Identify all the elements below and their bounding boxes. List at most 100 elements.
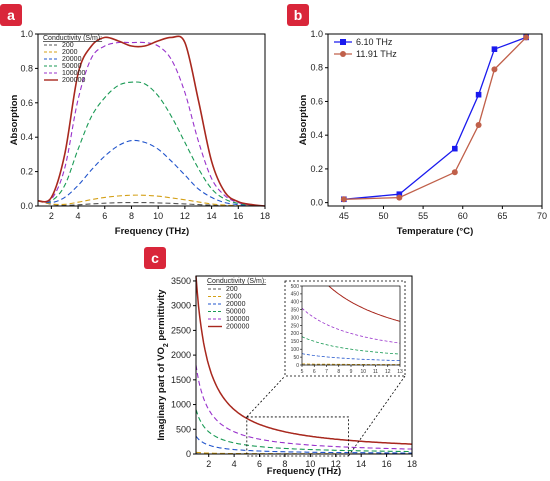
panel-a-legend-title: Conductivity (S/m):: [43, 35, 102, 42]
panel-b-label: b: [294, 7, 303, 23]
panel-b-point: [396, 194, 403, 201]
panel-c-legend-label: 50000: [226, 309, 246, 316]
panel-b-point: [491, 66, 498, 73]
panel-c-zoom-region: [246, 416, 349, 457]
panel-c-inset-ytick-label: 200: [291, 331, 300, 337]
panel-c-label: c: [151, 250, 159, 266]
panel-c-xtick-label: 14: [356, 459, 366, 469]
panel-c-inset-xtick-label: 11: [373, 369, 378, 375]
panel-c-inset-ytick-label: 300: [291, 315, 300, 321]
panel-a-label: a: [7, 7, 15, 23]
panel-c-xtick-label: 8: [282, 459, 287, 469]
panel-c-zoom-connector: [348, 375, 406, 457]
panel-c-ylabel-tail: permittivity: [156, 289, 167, 344]
panel-c-xtick-label: 4: [232, 459, 237, 469]
panel-b-legend-marker: [340, 51, 346, 57]
panel-c-ytick-label: 3000: [171, 301, 191, 311]
panel-c: c 2 4 6 8 10 12 14 16 18050010001500200025003000…: [144, 247, 417, 477]
panel-b-xlabel: Temperature (°C): [397, 226, 473, 237]
panel-c-ytick-label: 0: [186, 449, 191, 459]
panel-b-xtick-label: 50: [378, 211, 388, 221]
panel-b-legend-label: 11.91 THz: [356, 49, 397, 59]
panel-c-inset-xtick-label: 10: [360, 369, 366, 375]
panel-c-ytick-label: 1000: [171, 400, 191, 410]
panel-c-inset-ytick-label: 0: [296, 363, 299, 369]
panel-c-ylabel: Imaginary part of VO2 permittivity: [156, 289, 170, 441]
panel-b-xtick-label: 70: [537, 211, 547, 221]
panel-c-ytick-label: 2500: [171, 325, 191, 335]
panel-b-xtick-label: 65: [497, 211, 507, 221]
panel-a-xtick-label: 8: [129, 211, 134, 221]
panel-c-inset-series-20000: [301, 353, 400, 362]
panel-c-inset-ytick-label: 250: [291, 323, 300, 329]
panel-b-ytick-label: 1.0: [310, 29, 323, 39]
panel-b-point: [475, 91, 482, 98]
panel-a-legend: Conductivity (S/m): 20020002000050000100…: [43, 35, 102, 84]
panel-c-legend: Conductivity (S/m): 20020002000050000100…: [207, 278, 266, 331]
panel-c-inset-xtick-label: 6: [313, 369, 316, 375]
panel-c-ytick-label: 3500: [171, 276, 191, 286]
panel-b-ytick-label: 0.8: [310, 63, 323, 73]
panel-c-xlabel: Frequency (THz): [267, 466, 341, 477]
panel-c-inset-xtick-label: 5: [301, 369, 304, 375]
panel-b-point: [452, 145, 458, 152]
panel-a-series-50000: [37, 81, 266, 207]
panel-a-frame: [37, 33, 266, 207]
panel-b-lines: [340, 34, 530, 203]
panel-a-ytick-label: 0.4: [20, 132, 33, 142]
panel-a-series-20000: [37, 139, 266, 207]
panel-c-legend-label: 100000: [226, 316, 249, 323]
panel-a-legend-label: 50000: [62, 63, 82, 70]
panel-c-inset-series-200000: [328, 285, 401, 322]
panel-b-ytick-label: 0.6: [310, 96, 323, 106]
panel-c-series-200000: [195, 276, 412, 445]
panel-c-legend-title: Conductivity (S/m):: [207, 278, 266, 285]
panel-a: a 2 4 6 8 10 12 14 16 18 0.0 0.2 0.4 0.6 0.8 1.0 Frequ…: [0, 4, 270, 237]
panel-a-xtick-label: 10: [153, 211, 163, 221]
panel-c-legend-label: 200000: [226, 324, 249, 331]
panel-a-ytick-label: 0.0: [20, 201, 33, 211]
panel-b-xtick-label: 45: [339, 211, 349, 221]
panel-b-legend: 6.10 THz 11.91 THz: [334, 37, 397, 59]
panel-b-xtick-label: 60: [458, 211, 468, 221]
panel-b-point: [475, 122, 482, 129]
panel-a-legend-label: 100000: [62, 70, 85, 77]
panel-b-point: [491, 46, 498, 52]
panel-c-xtick-label: 18: [407, 459, 417, 469]
panel-b-point: [523, 34, 530, 41]
panel-b-ticks: 45 50 55 60 65 70 0.0 0.2 0.4 0.6 0.8 1.0: [310, 29, 547, 221]
panel-a-legend-label: 20000: [62, 56, 82, 63]
panel-c-series-50000: [195, 409, 412, 453]
panel-c-legend-label: 200: [226, 286, 238, 293]
panel-c-xtick-label: 6: [257, 459, 262, 469]
panel-c-zoom-connector: [246, 375, 286, 418]
panel-b-legend-label: 6.10 THz: [356, 37, 393, 47]
panel-c-inset-ytick-label: 500: [291, 284, 300, 290]
panel-a-ytick-label: 0.2: [20, 167, 33, 177]
panel-a-ytick-label: 0.8: [20, 63, 33, 73]
panel-a-xtick-label: 14: [207, 211, 217, 221]
panel-b-series-line: [343, 36, 527, 200]
panel-b-ytick-label: 0.4: [310, 130, 323, 140]
panel-a-xtick-label: 16: [233, 211, 243, 221]
panel-a-ylabel: Absorption: [9, 94, 20, 145]
panel-b-ylabel: Absorption: [298, 94, 309, 145]
panel-c-inset-xtick-label: 12: [385, 369, 391, 375]
panel-c-ylabel-sub: 2: [163, 343, 170, 347]
panel-b-point: [396, 191, 403, 197]
panel-c-inset-series-2000: [302, 363, 400, 366]
panel-b-frame: [327, 33, 543, 207]
panel-a-series-2000: [37, 194, 266, 207]
panel-c-legend-label: 20000: [226, 301, 246, 308]
panel-c-inset-xtick-label: 9: [350, 369, 353, 375]
panel-c-inset-xtick-label: 7: [325, 369, 328, 375]
panel-c-ticks: 2 4 6 8 10 12 14 16 1805001000150020002500300035…: [171, 276, 417, 469]
panel-b-point: [451, 169, 458, 176]
panel-b-series-line: [343, 36, 527, 200]
panel-c-badge: [144, 247, 166, 269]
panel-b-badge: [287, 4, 309, 26]
panel-c-inset-ytick-label: 400: [291, 300, 300, 306]
panel-c-xtick-label: 16: [382, 459, 392, 469]
